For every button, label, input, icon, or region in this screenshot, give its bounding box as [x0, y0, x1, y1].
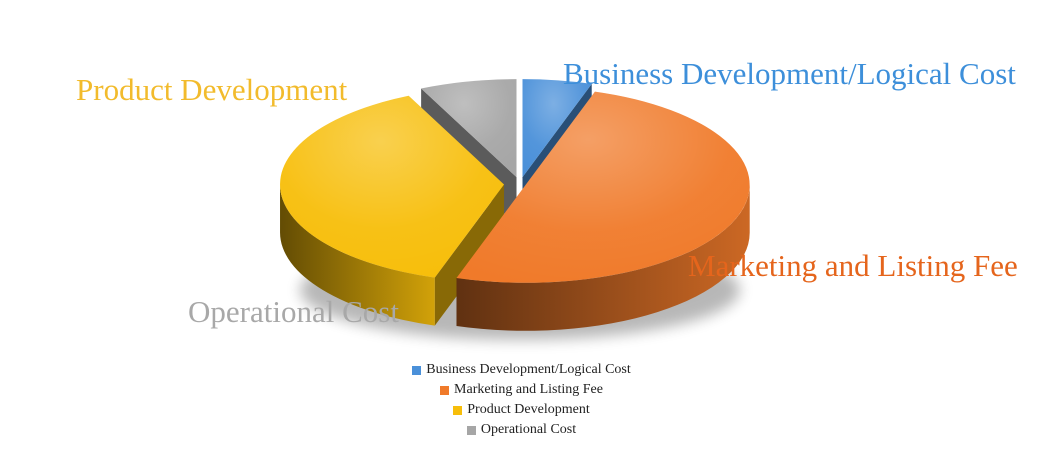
legend-label: Business Development/Logical Cost [426, 362, 631, 377]
legend-label: Marketing and Listing Fee [454, 382, 603, 397]
legend: Business Development/Logical Cost Marketi… [0, 360, 1043, 440]
slice-label-product-development: Product Development [76, 72, 348, 107]
legend-swatch [466, 425, 476, 435]
slice-wall-product-development [434, 184, 505, 326]
slice-label-marketing-and-listing-fee: Marketing and Listing Fee [688, 248, 1018, 283]
legend-item-business-development-logical-cost: Business Development/Logical Cost [412, 360, 631, 380]
slice-side-marketing-and-listing-fee [456, 184, 750, 331]
slice-gloss-operational-cost [421, 79, 517, 178]
pie-slice-product-development [280, 95, 505, 326]
slice-gloss-business-development-logical-cost [522, 79, 592, 178]
legend-item-marketing-and-listing-fee: Marketing and Listing Fee [440, 380, 603, 400]
pie-slice-marketing-and-listing-fee [456, 91, 750, 331]
slice-label-operational-cost: Operational Cost [188, 294, 399, 329]
legend-swatch [412, 365, 422, 375]
legend-item-product-development: Product Development [453, 400, 590, 420]
slice-gloss-marketing-and-listing-fee [456, 91, 750, 283]
legend-label: Operational Cost [480, 422, 577, 437]
legend-swatch [440, 385, 450, 395]
slice-side-product-development [280, 184, 435, 326]
slice-label-business-development-logical-cost: Business Development/Logical Cost [563, 56, 1016, 91]
slice-gloss-product-development [280, 95, 505, 278]
legend-swatch [453, 405, 463, 415]
legend-item-operational-cost: Operational Cost [466, 420, 577, 440]
legend-label: Product Development [467, 402, 590, 417]
